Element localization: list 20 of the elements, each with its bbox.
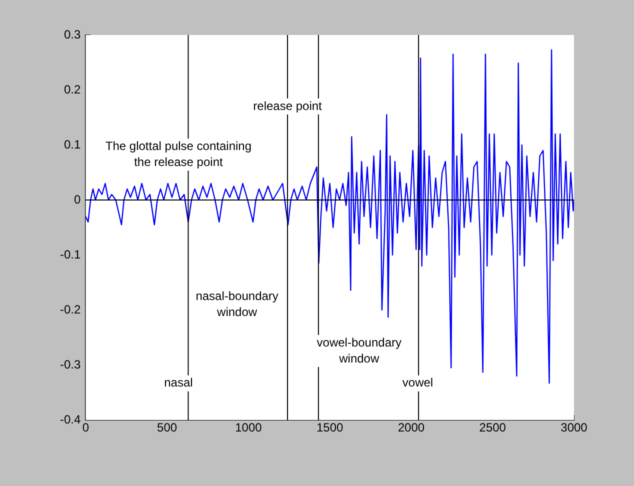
annotation: The glottal pulse containing the release point [105,138,252,169]
y-tick-label: 0.1 [64,137,81,152]
x-tick-label: 2500 [479,420,506,435]
y-tick-label: -0.4 [60,412,81,426]
y-tick-label: 0.2 [64,82,81,96]
annotation: nasal-boundary window [196,289,278,320]
x-tick-label: 1000 [235,420,262,435]
annotation: vowel-boundary window [316,335,402,366]
x-tick-label: 2000 [398,420,425,435]
y-tick-label: 0 [74,192,81,206]
annotation: release point [253,98,323,113]
y-tick-label: -0.1 [60,247,81,262]
annotation: vowel [402,376,434,390]
y-tick-label: -0.2 [60,302,81,316]
annotation: nasal [164,376,193,390]
x-tick-label: 3000 [560,420,588,435]
y-tick-label: 0.3 [64,27,81,42]
x-tick-label: 1500 [316,420,344,435]
y-tick-label: -0.3 [60,357,81,372]
x-tick-label: 500 [157,420,178,435]
